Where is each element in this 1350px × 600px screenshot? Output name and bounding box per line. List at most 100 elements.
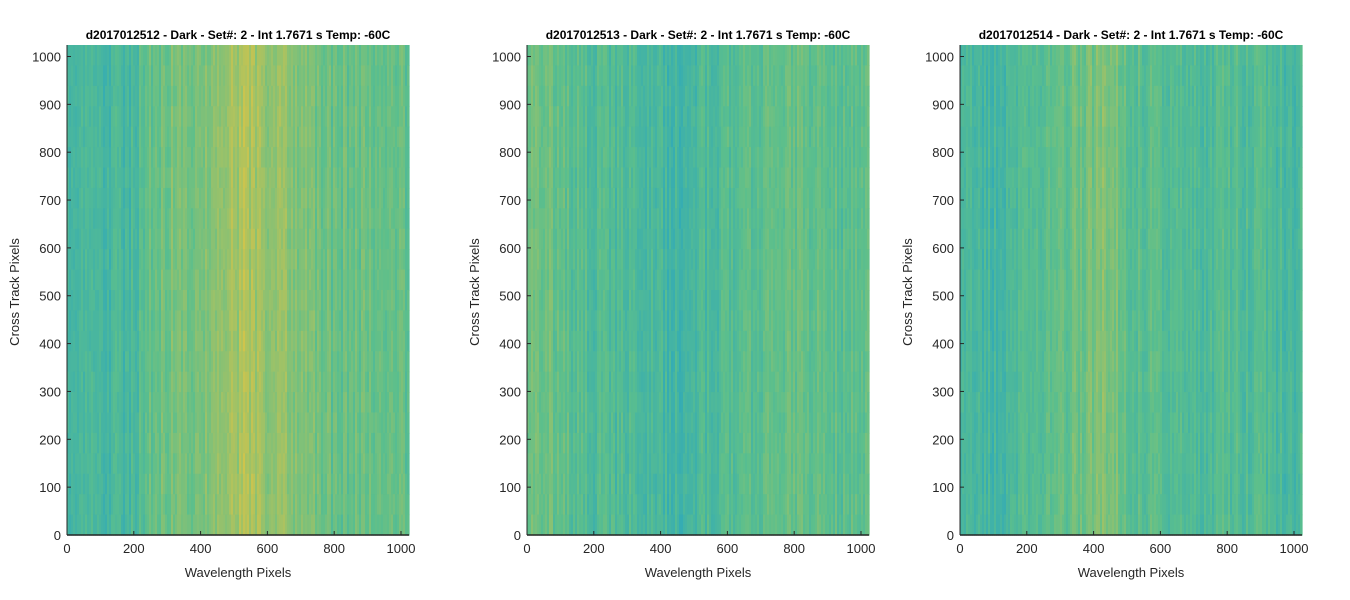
heatmap-cell — [183, 65, 186, 87]
heatmap-cell — [129, 453, 132, 475]
heatmap-cell — [127, 126, 130, 148]
heatmap-cell — [137, 147, 140, 169]
heatmap-cell — [153, 473, 156, 495]
heatmap-cell — [197, 351, 200, 373]
heatmap-cell — [171, 269, 174, 291]
heatmap-cell — [199, 126, 202, 148]
heatmap-cell — [121, 494, 124, 516]
heatmap-cell — [169, 494, 172, 516]
heatmap-cell — [109, 514, 112, 536]
heatmap-cell — [189, 310, 192, 332]
heatmap-cell — [167, 290, 170, 312]
heatmap-cell — [181, 208, 184, 230]
heatmap-cell — [183, 290, 186, 312]
heatmap-cell — [189, 330, 192, 352]
heatmap-cell — [149, 126, 152, 148]
heatmap-cell — [97, 412, 100, 434]
heatmap-cell — [189, 412, 192, 434]
heatmap-cell — [121, 392, 124, 414]
heatmap-cell — [157, 45, 160, 67]
heatmap-cell — [141, 351, 144, 373]
heatmap-cell — [157, 290, 160, 312]
heatmap-cell — [157, 514, 160, 536]
heatmap-cell — [81, 187, 84, 209]
heatmap-cell — [79, 249, 82, 271]
heatmap-cell — [407, 351, 410, 373]
chart-title: d2017012512 - Dark - Set#: 2 - Int 1.767… — [86, 28, 391, 42]
heatmap-cell — [67, 290, 70, 312]
heatmap-cell — [151, 310, 154, 332]
heatmap-cell — [175, 330, 178, 352]
heatmap-cell — [85, 494, 88, 516]
heatmap-cell — [73, 494, 76, 516]
heatmap-cell — [145, 453, 148, 475]
heatmap-cell — [119, 412, 122, 434]
heatmap-cell — [191, 85, 194, 107]
heatmap-cell — [133, 249, 136, 271]
heatmap-cell — [89, 126, 92, 148]
heatmap-cell — [171, 187, 174, 209]
heatmap-cell — [179, 494, 182, 516]
heatmap-cell — [99, 473, 102, 495]
heatmap-cell — [97, 126, 100, 148]
heatmap-cell — [113, 514, 116, 536]
heatmap-cell — [117, 65, 120, 87]
heatmap-cell — [131, 290, 134, 312]
heatmap-cell — [155, 228, 158, 250]
heatmap-cell — [189, 126, 192, 148]
heatmap-cell — [111, 392, 114, 414]
heatmap-cell — [145, 290, 148, 312]
heatmap-cell — [111, 269, 114, 291]
heatmap-cell — [127, 65, 130, 87]
heatmap-cell — [139, 126, 142, 148]
heatmap-cell — [77, 106, 80, 128]
heatmap-cell — [187, 494, 190, 516]
heatmap-cell — [107, 371, 110, 393]
heatmap-cell — [101, 514, 104, 536]
heatmap-cell — [107, 147, 110, 169]
heatmap-cell — [111, 208, 114, 230]
heatmap-cell — [111, 126, 114, 148]
heatmap-cell — [163, 514, 166, 536]
heatmap-cell — [155, 432, 158, 454]
heatmap-cell — [137, 412, 140, 434]
heatmap-cell — [73, 290, 76, 312]
heatmap-cell — [69, 310, 72, 332]
heatmap-cell — [117, 432, 120, 454]
heatmap-cell — [143, 392, 146, 414]
heatmap-cell — [165, 126, 168, 148]
heatmap-cell — [151, 330, 154, 352]
heatmap-cell — [75, 514, 78, 536]
heatmap-cell — [165, 392, 168, 414]
heatmap-cell — [171, 45, 174, 67]
heatmap-cell — [171, 167, 174, 189]
heatmap-cell — [183, 371, 186, 393]
heatmap-cell — [149, 392, 152, 414]
heatmap-cell — [189, 65, 192, 87]
heatmap-cell — [95, 249, 98, 271]
heatmap-cell — [163, 45, 166, 67]
heatmap-cell — [79, 147, 82, 169]
heatmap-cell — [157, 106, 160, 128]
heatmap-cell — [75, 167, 78, 189]
heatmap-cell — [155, 412, 158, 434]
heatmap-cell — [407, 453, 410, 475]
heatmap-cell — [75, 494, 78, 516]
heatmap-cell — [125, 187, 128, 209]
heatmap-cell — [195, 494, 198, 516]
heatmap-cell — [87, 351, 90, 373]
heatmap-cell — [155, 310, 158, 332]
heatmap-cell — [193, 392, 196, 414]
heatmap-cell — [99, 85, 102, 107]
heatmap-cell — [67, 330, 70, 352]
heatmap-cell — [171, 412, 174, 434]
heatmap-cell — [191, 412, 194, 434]
heatmap-cell — [85, 106, 88, 128]
heatmap-cell — [129, 126, 132, 148]
heatmap-cell — [175, 126, 178, 148]
heatmap-cell — [147, 514, 150, 536]
heatmap-cell — [81, 330, 84, 352]
heatmap-cell — [177, 473, 180, 495]
heatmap-cell — [133, 167, 136, 189]
heatmap-cell — [107, 126, 110, 148]
